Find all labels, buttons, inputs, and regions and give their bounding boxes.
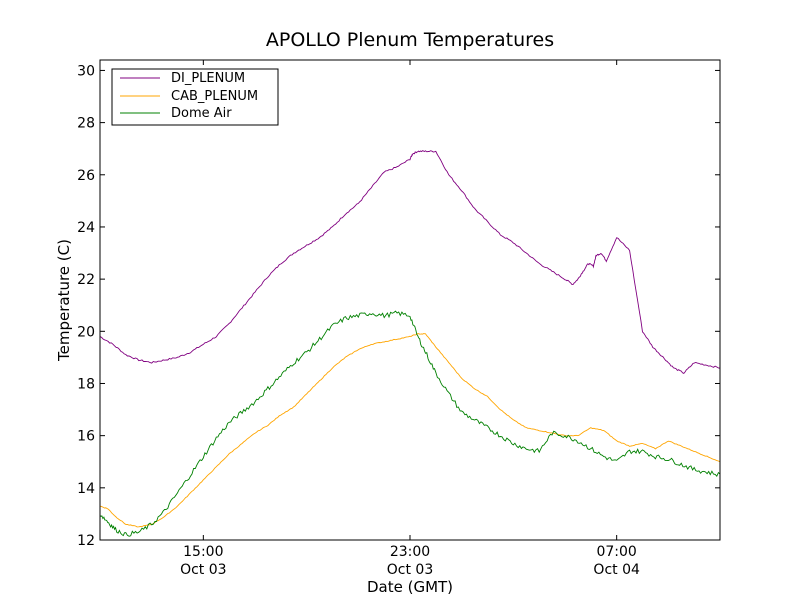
y-tick-label: 28 xyxy=(77,116,95,132)
chart-title: APOLLO Plenum Temperatures xyxy=(266,29,554,51)
y-tick-label: 20 xyxy=(77,324,95,340)
x-axis-label: Date (GMT) xyxy=(367,578,453,596)
x-tick-label-time: 23:00 xyxy=(390,544,430,560)
legend-label-cab-plenum: CAB_PLENUM xyxy=(171,89,258,104)
legend: DI_PLENUM CAB_PLENUM Dome Air xyxy=(111,68,279,126)
tick-layer: 12 14 16 18 20 22 24 26 28 30 15:00 Oct 03 23:00 Oct … xyxy=(77,60,720,578)
y-axis-label: Temperature (C) xyxy=(55,239,73,362)
x-tick-label-date: Oct 03 xyxy=(387,562,433,578)
y-tick-label: 26 xyxy=(77,168,95,184)
plot-frame xyxy=(99,59,721,541)
x-tick-label-date: Oct 04 xyxy=(593,562,640,578)
x-tick-label-time: 07:00 xyxy=(596,544,636,560)
legend-label-di-plenum: DI_PLENUM xyxy=(171,71,245,86)
y-tick-label: 22 xyxy=(77,272,95,288)
y-tick-label: 16 xyxy=(77,429,95,445)
y-tick-label: 14 xyxy=(77,481,95,497)
x-tick-label-date: Oct 03 xyxy=(180,562,226,578)
x-tick-label-time: 15:00 xyxy=(183,544,223,560)
legend-label-dome-air: Dome Air xyxy=(171,106,232,121)
y-tick-label: 30 xyxy=(77,63,95,79)
series-line-dome-air xyxy=(99,283,721,537)
y-tick-label: 12 xyxy=(77,533,95,549)
y-tick-label: 18 xyxy=(77,376,95,392)
y-tick-label: 24 xyxy=(77,220,95,236)
